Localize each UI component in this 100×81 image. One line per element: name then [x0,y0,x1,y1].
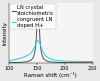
X-axis label: Raman shift (cm⁻¹): Raman shift (cm⁻¹) [24,72,77,78]
Y-axis label: Intensity: Intensity [3,21,8,45]
Legend: LN crystal
stoichiometric, congruent LN
doped H+: LN crystal stoichiometric, congruent LN … [10,4,56,29]
